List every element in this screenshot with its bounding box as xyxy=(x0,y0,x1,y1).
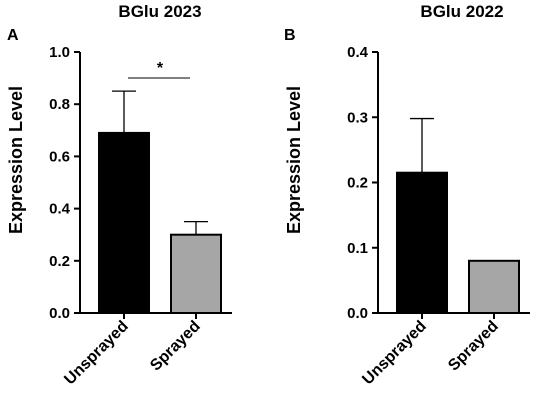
panel-b-bar xyxy=(396,171,448,314)
panel-a-ytick-label: 0.6 xyxy=(49,148,70,165)
panel-a-ytick-label: 0.0 xyxy=(49,305,70,322)
panel-a-letter: A xyxy=(7,27,19,44)
panel-a-plot: 0.0 0.2 0.4 0.6 0.8 1.0 Unsprayed Sprayed * xyxy=(49,44,232,388)
panel-b-ytick-label: 0.3 xyxy=(347,109,368,126)
panel-a-bar xyxy=(170,233,222,314)
panel-a-bar xyxy=(98,131,150,314)
panel-b-ytick-label: 0.1 xyxy=(347,240,368,257)
panel-b-category-label: Unsprayed xyxy=(359,318,430,389)
panel-b-ytick-label: 0.4 xyxy=(347,44,369,61)
panel-b-plot: 0.0 0.1 0.2 0.3 0.4 Unsprayed Sprayed xyxy=(347,44,530,388)
panel-a-ylabel: Expression Level xyxy=(6,86,26,234)
panel-a-category-label: Sprayed xyxy=(147,318,204,375)
panel-a-category-label: Unsprayed xyxy=(61,318,132,389)
panel-a-ytick-label: 0.4 xyxy=(49,201,71,218)
panel-a-ytick-label: 0.2 xyxy=(49,253,70,270)
panel-a-significance-mark: * xyxy=(157,60,164,77)
panel-a-ytick-label: 1.0 xyxy=(49,44,70,61)
panel-a-ytick-label: 0.8 xyxy=(49,96,70,113)
panel-b-title: BGlu 2022 xyxy=(420,2,503,21)
panel-b-bar xyxy=(468,259,520,314)
panel-b-ylabel: Expression Level xyxy=(284,86,304,234)
panel-a-title: BGlu 2023 xyxy=(118,2,201,21)
panel-b-ytick-label: 0.0 xyxy=(347,305,368,322)
panel-b-ytick-label: 0.2 xyxy=(347,175,368,192)
panel-b-category-label: Sprayed xyxy=(445,318,502,375)
panel-b-letter: B xyxy=(284,27,296,44)
